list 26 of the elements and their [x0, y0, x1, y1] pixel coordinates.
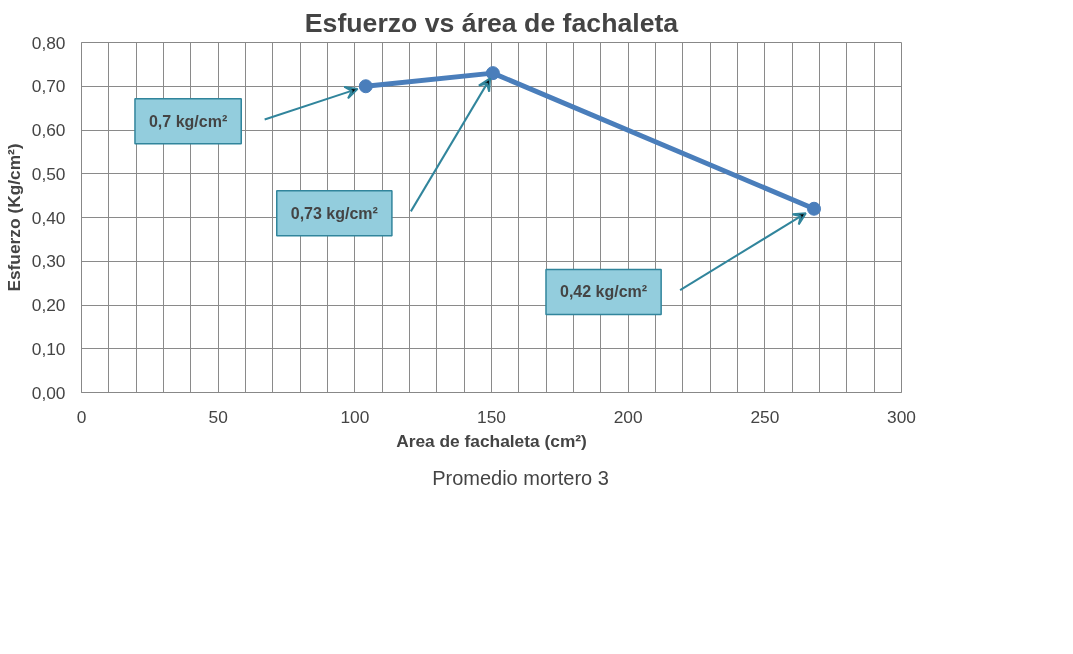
text: Promedio mortero 3 [432, 466, 609, 490]
x-tick-label: 150 [477, 406, 506, 427]
y-tick-label: 0,80 [31, 32, 66, 53]
x-tick-label: 200 [613, 406, 643, 427]
y-tick-label: 0,00 [31, 382, 66, 403]
y-tick-label: 0,40 [31, 207, 66, 228]
point [807, 201, 822, 216]
y-tick-label: 0,20 [31, 295, 66, 315]
y-tick-label: 0,70 [31, 76, 66, 97]
x-axis-title: Area de fachaleta (cm²) [396, 430, 587, 451]
point [485, 66, 500, 81]
y-tick-label: 0,50 [31, 163, 66, 184]
annotation: 0,7 kg/cm² [148, 112, 228, 130]
x-tick-label: 100 [340, 406, 370, 427]
y-axis-title: Esfuerzo (Kg/cm²) [3, 143, 24, 292]
x-tick-label: 300 [887, 406, 916, 427]
point [358, 79, 373, 94]
annotation: 0,42 kg/cm² [559, 283, 648, 301]
annotation: 0,73 kg/cm² [290, 204, 378, 222]
y-tick-label: 0,60 [31, 120, 66, 140]
y-tick-label: 0,30 [31, 251, 66, 272]
x-tick-label: 250 [750, 406, 780, 427]
chart-title: Esfuerzo vs área de fachaleta [304, 7, 679, 38]
x-tick-label: 50 [208, 406, 228, 427]
x-tick-label: 0 [76, 406, 87, 427]
y-tick-label: 0,10 [31, 338, 66, 359]
